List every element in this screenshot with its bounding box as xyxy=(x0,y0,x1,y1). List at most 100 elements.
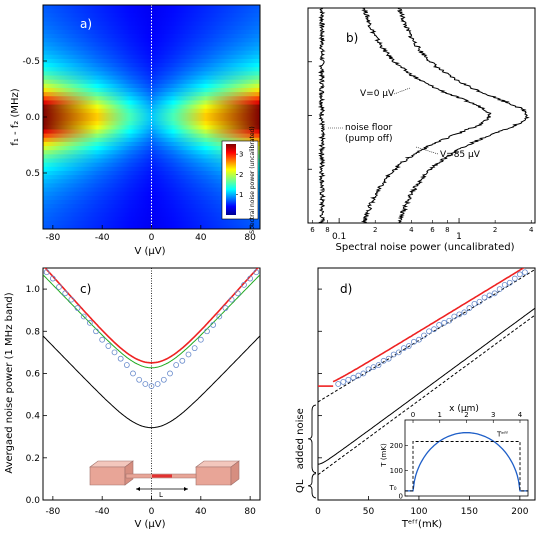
inset-ylabel: T (mK) xyxy=(380,443,388,468)
annotation-v85: V=85 µV xyxy=(440,150,481,160)
data-point xyxy=(56,284,62,290)
data-point xyxy=(123,362,130,368)
panel-c-axes: -80 -40 0 40 80 0.0 0.2 0.4 0.6 0.8 1.0 xyxy=(26,285,256,517)
data-point xyxy=(253,269,260,276)
data-point xyxy=(400,345,407,352)
spectra-curves xyxy=(317,8,530,223)
data-point xyxy=(179,357,186,364)
x-tick-label: 200 xyxy=(511,507,528,517)
inset-y-tick-label: 200 xyxy=(390,442,403,450)
inset-x-tick-label: 4 xyxy=(518,411,523,419)
panel-b: 0.1 1 6 8 2 4 6 8 2 4 b) V=0 µV noise floor(pump o… xyxy=(307,7,536,253)
x-tick-label: 150 xyxy=(461,507,478,517)
effective-temperature-box xyxy=(405,441,528,492)
data-point xyxy=(461,309,468,316)
inset-x-tick-label: 3 xyxy=(491,411,495,419)
data-point xyxy=(216,313,223,320)
heatmap-row xyxy=(43,158,260,164)
heatmap-row xyxy=(43,25,260,31)
heatmap-row xyxy=(43,179,260,184)
data-point xyxy=(385,355,392,362)
data-point xyxy=(74,305,81,311)
x-major-label: 1 xyxy=(456,232,462,242)
heatmap-row xyxy=(43,79,260,85)
data-point xyxy=(136,376,143,383)
data-point xyxy=(335,381,342,387)
model-curve xyxy=(332,268,525,383)
heatmap-row xyxy=(43,208,260,214)
inset-xlabel: x (µm) xyxy=(449,404,479,414)
data-point xyxy=(86,319,93,326)
inset-teff-label: Tᵉᶠᶠ xyxy=(496,431,508,439)
added-noise-label: added noise xyxy=(295,408,306,469)
x-tick-label: 0 xyxy=(315,507,321,517)
heatmap-row xyxy=(43,187,260,193)
x-tick-label: 80 xyxy=(244,507,256,517)
colorbar-tick-label: 1 xyxy=(239,191,243,199)
colorbar: 1 2 3 Spectral noise power (uncalibrated) xyxy=(221,126,259,234)
heatmap-row xyxy=(43,154,260,160)
data-point xyxy=(451,313,458,320)
data-point xyxy=(105,343,112,349)
data-point xyxy=(93,328,99,335)
device-sketch: L xyxy=(89,460,240,499)
x-tick-label: 80 xyxy=(244,233,256,243)
panel-a-label: a) xyxy=(80,17,92,31)
y-tick-label: 1.0 xyxy=(26,285,41,295)
data-point xyxy=(173,362,180,368)
x-tick-label: 40 xyxy=(195,233,207,243)
x-minor-label: 8 xyxy=(445,226,449,234)
panel-a-ylabel: f₁ - f₂ (MHz) xyxy=(10,88,21,146)
heatmap-row xyxy=(43,166,260,172)
panel-d-frame xyxy=(317,267,536,501)
data-point xyxy=(154,381,161,387)
y-tick-label: -0.5 xyxy=(22,57,40,67)
heatmap-row xyxy=(43,92,260,97)
length-label: L xyxy=(159,491,163,499)
data-point xyxy=(416,336,422,343)
heatmap-row xyxy=(43,125,260,131)
heatmap-row xyxy=(43,67,260,72)
annotation-v0: V=0 µV xyxy=(360,89,395,99)
y-tick-label: 0.5 xyxy=(26,169,40,179)
temperature-profile-inset: 0 1 2 3 4 0 100 200 x (µm) T (mK) Tᵉᶠᶠ T₀ xyxy=(380,404,529,501)
data-point xyxy=(516,271,523,278)
data-point xyxy=(390,351,397,358)
spectrum-series xyxy=(317,8,326,223)
spectrum-series xyxy=(360,8,492,223)
panel-b-annotations: V=0 µV noise floor(pump off) V=85 µV xyxy=(328,87,481,160)
data-point xyxy=(446,317,453,324)
data-point xyxy=(370,364,377,371)
data-point xyxy=(395,349,402,356)
data-point xyxy=(49,275,56,282)
x-tick-label: -40 xyxy=(95,233,110,243)
x-minor-label: 4 xyxy=(529,226,534,234)
data-point xyxy=(210,322,217,328)
fit-curve xyxy=(43,274,260,369)
panel-c-label: c) xyxy=(80,282,91,296)
ql-label: QL xyxy=(295,479,306,493)
annotation-v0-leader xyxy=(393,87,411,95)
heatmap-row xyxy=(43,46,260,52)
y-tick-label: 0.2 xyxy=(26,454,40,464)
x-tick-label: 50 xyxy=(363,507,375,517)
data-point xyxy=(360,370,367,377)
heatmap-row xyxy=(43,17,260,23)
heatmap-row xyxy=(43,100,260,106)
heatmap-row xyxy=(43,58,260,64)
y-tick-label: 0.6 xyxy=(26,369,41,379)
panel-c-ylabel: Avergaed noise power (1 MHz band) xyxy=(4,292,15,473)
length-arrow-left-head xyxy=(136,487,140,491)
data-point xyxy=(191,345,198,352)
x-tick-label: -80 xyxy=(46,507,61,517)
data-point xyxy=(142,381,149,387)
data-point xyxy=(345,376,352,383)
panel-b-frame xyxy=(307,7,536,224)
data-point xyxy=(380,357,387,364)
data-point xyxy=(441,319,448,326)
colorbar-label: Spectral noise power (uncalibrated) xyxy=(249,126,256,233)
x-tick-label: 0 xyxy=(149,233,155,243)
spectrum-series xyxy=(397,8,530,223)
x-tick-label: -80 xyxy=(46,233,61,243)
annotation-pump-off: (pump off) xyxy=(345,134,393,144)
